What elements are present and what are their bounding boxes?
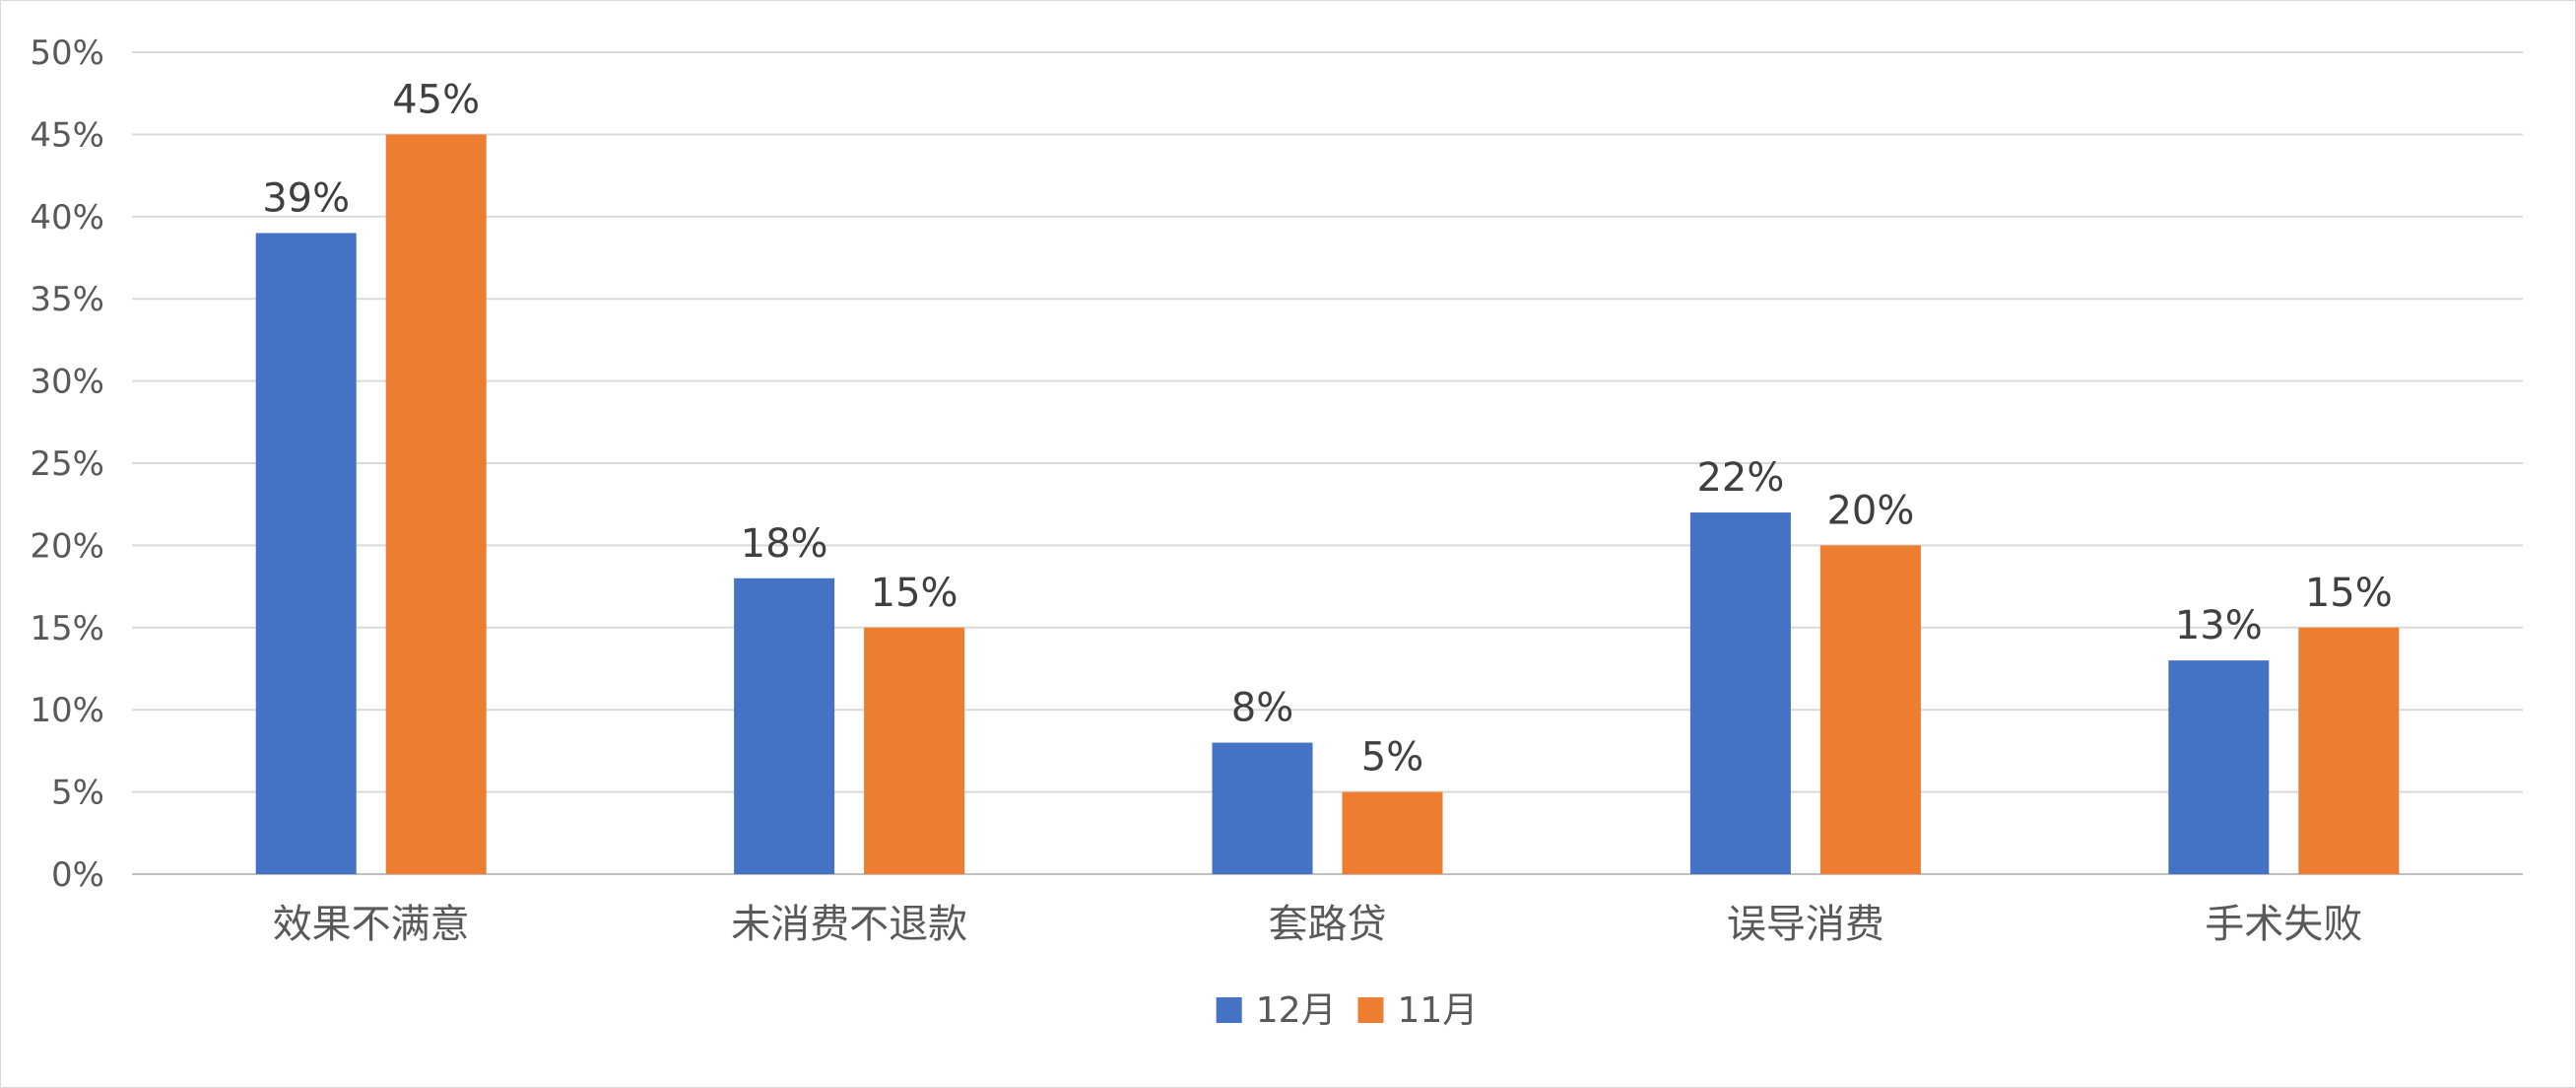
bar-series-1	[734, 578, 835, 874]
data-label: 39%	[262, 175, 350, 221]
y-tick-label: 40%	[30, 198, 104, 238]
data-label: 18%	[741, 521, 828, 567]
bar-series-2	[1819, 545, 1921, 874]
legend-label: 11月	[1398, 990, 1479, 1031]
y-tick-label: 10%	[30, 691, 104, 730]
bar-series-2	[864, 627, 965, 874]
y-tick-label: 15%	[30, 609, 104, 648]
legend-swatch	[1216, 997, 1242, 1023]
x-category-label: 效果不满意	[273, 902, 470, 947]
bar-series-1	[1689, 512, 1791, 874]
y-tick-label: 20%	[30, 526, 104, 566]
x-category-label: 套路贷	[1269, 902, 1387, 947]
y-tick-label: 35%	[30, 280, 104, 319]
data-label: 5%	[1361, 735, 1423, 781]
legend-swatch	[1357, 997, 1384, 1023]
bar-series-1	[255, 233, 357, 875]
y-tick-label: 30%	[30, 363, 104, 402]
legend-label: 12月	[1256, 990, 1337, 1031]
legend: 12月 11月	[1216, 990, 1479, 1031]
data-label: 20%	[1826, 488, 1914, 533]
x-category-label: 未消费不退款	[731, 902, 967, 947]
y-tick-label: 25%	[30, 444, 104, 484]
data-label: 15%	[871, 571, 958, 616]
bar-series-1	[2168, 660, 2270, 874]
y-tick-label: 0%	[51, 855, 104, 895]
data-label: 8%	[1231, 686, 1293, 731]
y-tick-label: 5%	[51, 774, 104, 813]
x-axis-category-labels: 效果不满意 未消费不退款 套路贷 误导消费 手术失败	[273, 902, 2363, 947]
y-tick-label: 45%	[30, 115, 104, 155]
bars	[255, 134, 2400, 875]
x-category-label: 手术失败	[2205, 902, 2362, 947]
bar-series-2	[1342, 791, 1443, 874]
x-category-label: 误导消费	[1727, 902, 1884, 947]
data-label: 22%	[1696, 455, 1784, 501]
bar-series-2	[385, 134, 487, 874]
y-tick-label: 50%	[30, 34, 104, 73]
bar-series-1	[1212, 742, 1313, 874]
gridlines	[132, 51, 2523, 875]
data-label: 15%	[2305, 571, 2393, 616]
data-labels: 39% 45% 18% 15% 8% 5% 22% 20% 13% 15%	[262, 77, 2393, 780]
y-axis-tick-labels: 0% 5% 10% 15% 20% 25% 30% 35% 40% 45% 50%	[30, 34, 104, 895]
data-label: 13%	[2175, 603, 2263, 648]
bar-series-2	[2298, 627, 2400, 874]
data-label: 45%	[392, 77, 480, 122]
